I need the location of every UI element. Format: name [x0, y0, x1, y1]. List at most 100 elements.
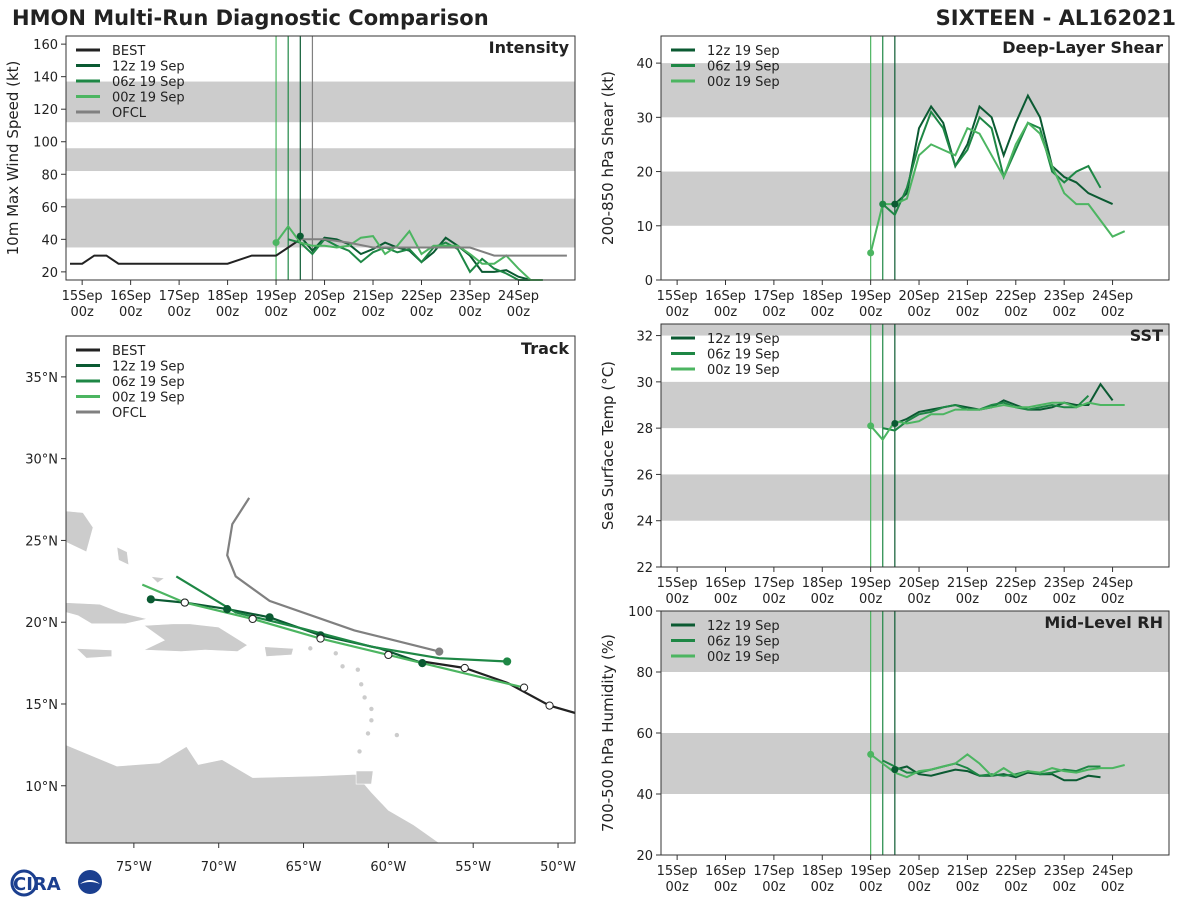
x-tick-label: 00z [313, 305, 337, 320]
x-tick-label: 00z [859, 880, 883, 895]
land-shape [116, 546, 130, 566]
x-tick-label: 16Sep [110, 289, 151, 304]
x-tick-label: 23Sep [1044, 576, 1085, 591]
y-tick-label: 35°N [25, 371, 58, 386]
y-axis-label: Sea Surface Temp (°C) [599, 361, 617, 530]
land-shape [66, 744, 440, 843]
y-tick-label: 30 [636, 376, 653, 391]
cira-logo-text: CIRA [13, 874, 61, 895]
legend-label: 00z 19 Sep [112, 391, 185, 406]
x-tick-label: 00z [1004, 880, 1028, 895]
y-tick-label: 30°N [25, 453, 58, 468]
island [333, 651, 338, 656]
x-tick-label: 22Sep [995, 864, 1036, 879]
x-tick-label: 16Sep [705, 289, 746, 304]
series-marker [867, 750, 875, 758]
x-tick-label: 00z [907, 592, 931, 607]
x-tick-label: 00z [956, 880, 980, 895]
x-tick-label: 75°W [116, 860, 152, 875]
panel-frame [660, 35, 1170, 281]
x-tick-label: 00z [714, 305, 738, 320]
shaded-band [661, 474, 1169, 521]
x-tick-label: 21Sep [947, 576, 988, 591]
shear-panel: 01020304015Sep00z16Sep00z17Sep00z18Sep00… [599, 35, 1170, 320]
panel-frame [65, 335, 576, 844]
series-line-ofcl [300, 238, 567, 257]
x-tick-label: 00z [1101, 880, 1125, 895]
x-tick-label: 19Sep [850, 289, 891, 304]
x-tick-label: 00z [859, 592, 883, 607]
y-tick-label: 20 [636, 166, 653, 181]
series-marker [867, 422, 875, 430]
x-tick-label: 21Sep [352, 289, 393, 304]
legend-label: 12z 19 Sep [112, 360, 185, 375]
island [357, 749, 362, 754]
y-tick-label: 10 [636, 220, 653, 235]
series-line-12z-19-sep [894, 93, 1114, 206]
x-tick-label: 19Sep [256, 289, 297, 304]
x-tick-label: 23Sep [1044, 864, 1085, 879]
x-tick-label: 00z [1004, 592, 1028, 607]
x-tick-label: 20Sep [899, 864, 940, 879]
y-tick-label: 80 [636, 666, 653, 681]
legend-label: 06z 19 Sep [112, 75, 185, 90]
x-tick-label: 15Sep [657, 576, 698, 591]
x-tick-label: 18Sep [802, 576, 843, 591]
shaded-band [66, 148, 575, 172]
x-tick-label: 24Sep [1092, 576, 1133, 591]
track-marker [503, 657, 512, 666]
x-tick-label: 16Sep [705, 576, 746, 591]
x-tick-label: 00z [907, 880, 931, 895]
series-line-06z-19-sep [882, 759, 1101, 777]
shaded-band [66, 81, 575, 123]
shaded-band [661, 611, 1169, 672]
x-tick-label: 00z [1101, 305, 1125, 320]
x-tick-label: 00z [956, 305, 980, 320]
y-tick-label: 100 [33, 136, 58, 151]
x-tick-label: 65°W [286, 860, 322, 875]
series-line-00z-19-sep [869, 401, 1125, 442]
chart-title: HMON Multi-Run Diagnostic Comparison [12, 6, 489, 30]
panel-title: SST [1130, 326, 1163, 345]
island [355, 667, 361, 672]
legend-label: 12z 19 Sep [707, 332, 780, 347]
series-marker [867, 249, 875, 257]
legend-label: BEST [112, 44, 145, 59]
y-tick-label: 25°N [25, 534, 58, 549]
panel-title: Deep-Layer Shear [1002, 38, 1163, 57]
land-shape [149, 575, 166, 584]
panel-frame [660, 323, 1170, 568]
track-marker [435, 647, 444, 656]
land-shape [264, 646, 294, 657]
x-tick-label: 00z [811, 305, 835, 320]
x-tick-label: 00z [665, 305, 689, 320]
x-tick-label: 00z [264, 305, 288, 320]
x-tick-label: 00z [1101, 592, 1125, 607]
legend-label: 06z 19 Sep [707, 60, 780, 75]
x-tick-label: 00z [859, 305, 883, 320]
track-marker [248, 614, 257, 624]
track-map [66, 497, 575, 843]
y-tick-label: 28 [636, 422, 653, 437]
y-axis-label: 700-500 hPa Humidity (%) [599, 634, 617, 832]
y-tick-label: 26 [636, 468, 653, 483]
island [369, 718, 374, 723]
y-tick-label: 60 [41, 201, 58, 216]
series-line-00z-19-sep [870, 753, 1125, 779]
land-shape [75, 648, 113, 659]
x-tick-label: 00z [762, 592, 786, 607]
land-shape [66, 602, 148, 625]
x-tick-label: 17Sep [753, 864, 794, 879]
x-tick-label: 60°W [370, 860, 406, 875]
y-tick-label: 20 [41, 266, 58, 281]
series-line-06z-19-sep [287, 238, 531, 281]
y-tick-label: 80 [41, 168, 58, 183]
x-tick-label: 00z [714, 592, 738, 607]
x-tick-label: 00z [507, 305, 531, 320]
island [359, 682, 364, 687]
rh-panel: 2040608010015Sep00z16Sep00z17Sep00z18Sep… [599, 605, 1170, 895]
legend-label: 06z 19 Sep [707, 348, 780, 363]
cira-logo: CIRA [10, 869, 102, 897]
